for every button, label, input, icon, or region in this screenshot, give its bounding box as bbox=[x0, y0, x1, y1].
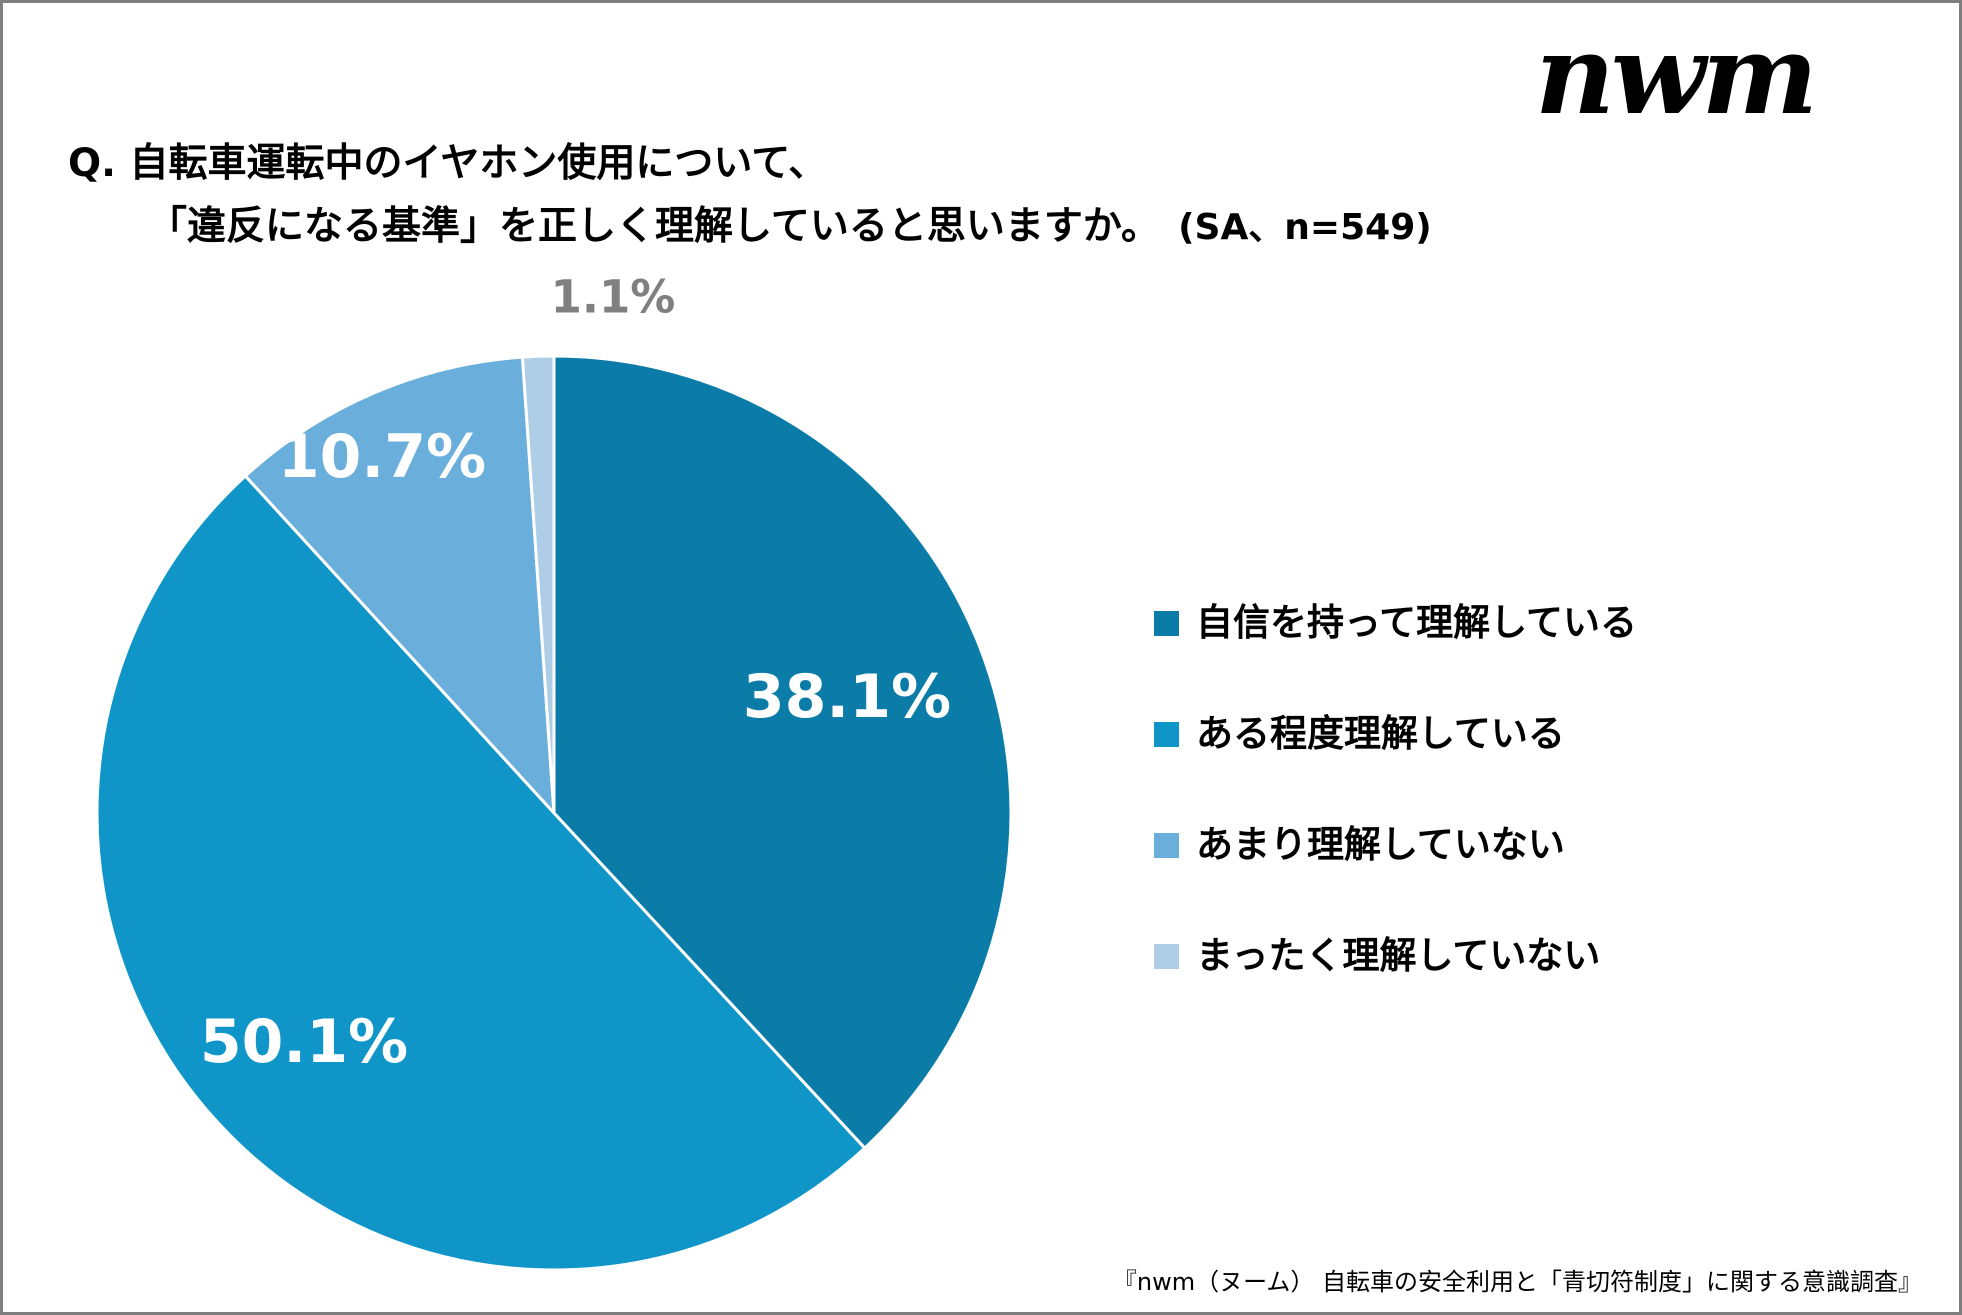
source-footer: 『nwm（ヌーム） 自転車の安全利用と「青切符制度」に関する意識調査』 bbox=[1112, 1268, 1922, 1296]
nwm-logo: nwm bbox=[1535, 10, 1818, 139]
sample-note: (SA、n=549) bbox=[1178, 207, 1432, 248]
pie-slice bbox=[520, 354, 556, 814]
data-label: 50.1% bbox=[200, 1007, 408, 1077]
legend-item: あまり理解していない bbox=[1154, 814, 1565, 868]
legend-label: ある程度理解している bbox=[1196, 712, 1565, 755]
legend-swatch bbox=[1154, 610, 1179, 636]
legend-swatch bbox=[1154, 832, 1179, 858]
chart-title-question: 「違反になる基準」を正しく理解していると思いますか。 bbox=[148, 204, 1161, 249]
chart-title-line1: Q. 自転車運転中のイヤホン使用について、 bbox=[68, 141, 828, 186]
data-label: 38.1% bbox=[743, 662, 951, 732]
pie-slice bbox=[552, 354, 1013, 1151]
chart-title-line2: 「違反になる基準」を正しく理解していると思いますか。 (SA、n=549) bbox=[148, 195, 1432, 251]
legend-item: ある程度理解している bbox=[1154, 703, 1565, 757]
legend-label: 自信を持って理解している bbox=[1196, 601, 1638, 644]
legend-swatch bbox=[1154, 721, 1179, 747]
pie-slice bbox=[95, 473, 867, 1272]
legend-item: まったく理解していない bbox=[1154, 925, 1600, 979]
legend-swatch bbox=[1154, 943, 1179, 969]
pie-slice bbox=[243, 355, 556, 818]
legend-item: 自信を持って理解している bbox=[1154, 592, 1637, 646]
legend-label: あまり理解していない bbox=[1196, 823, 1565, 866]
data-label: 10.7% bbox=[278, 422, 486, 492]
data-label: 1.1% bbox=[551, 271, 676, 324]
legend-label: まったく理解していない bbox=[1196, 934, 1601, 977]
